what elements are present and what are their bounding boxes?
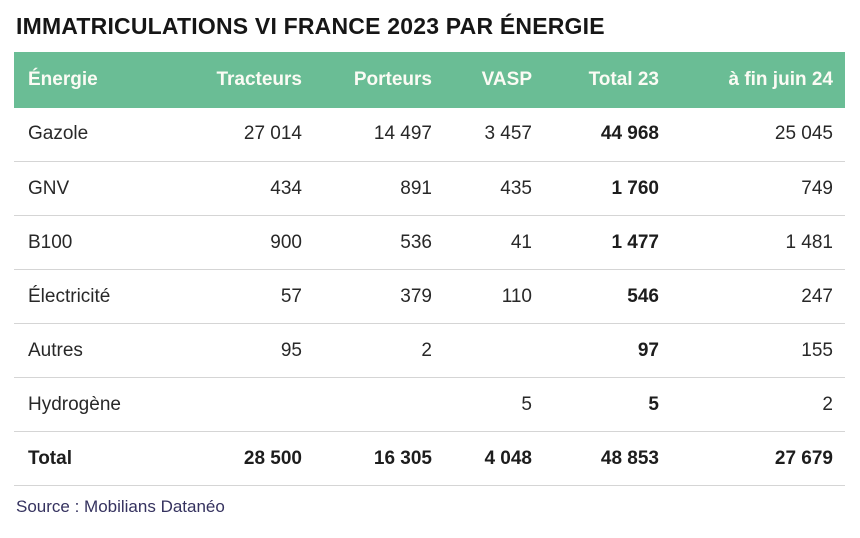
cell-tracteurs (184, 377, 314, 433)
table-total-row: Total 28 500 16 305 4 048 48 853 27 679 (14, 431, 845, 487)
column-header-tracteurs: Tracteurs (184, 51, 314, 108)
column-header-a-fin-juin-24: à fin juin 24 (671, 51, 845, 108)
cell-total-23: 97 (544, 323, 671, 379)
cell-porteurs-total: 16 305 (314, 431, 444, 487)
table-row: Électricité 57 379 110 546 247 (14, 269, 845, 325)
source-note: Source : Mobilians Datanéo (16, 497, 225, 517)
cell-vasp-total: 4 048 (444, 431, 544, 487)
cell-vasp: 3 457 (444, 107, 544, 163)
cell-porteurs: 2 (314, 323, 444, 379)
cell-total-23: 1 760 (544, 161, 671, 217)
row-label-b100: B100 (14, 215, 184, 271)
cell-tracteurs: 95 (184, 323, 314, 379)
cell-tracteurs: 57 (184, 269, 314, 325)
cell-porteurs (314, 377, 444, 433)
table-row: Hydrogène 5 5 2 (14, 377, 845, 433)
column-header-vasp: VASP (444, 51, 544, 108)
cell-vasp: 41 (444, 215, 544, 271)
cell-tracteurs-total: 28 500 (184, 431, 314, 487)
cell-tracteurs: 27 014 (184, 107, 314, 163)
cell-a-fin-juin-24: 25 045 (671, 107, 845, 163)
cell-a-fin-juin-24: 2 (671, 377, 845, 433)
cell-total-23: 44 968 (544, 107, 671, 163)
cell-porteurs: 379 (314, 269, 444, 325)
cell-tracteurs: 434 (184, 161, 314, 217)
row-label-gnv: GNV (14, 161, 184, 217)
immatriculations-table: Énergie Tracteurs Porteurs VASP Total 23… (14, 51, 845, 487)
row-label-electricite: Électricité (14, 269, 184, 325)
table-row: Gazole 27 014 14 497 3 457 44 968 25 045 (14, 107, 845, 163)
row-label-hydrogene: Hydrogène (14, 377, 184, 433)
cell-total-23: 5 (544, 377, 671, 433)
cell-vasp: 110 (444, 269, 544, 325)
cell-porteurs: 891 (314, 161, 444, 217)
cell-tracteurs: 900 (184, 215, 314, 271)
cell-porteurs: 14 497 (314, 107, 444, 163)
table-row: Autres 95 2 97 155 (14, 323, 845, 379)
cell-vasp: 435 (444, 161, 544, 217)
column-header-energie: Énergie (14, 51, 184, 108)
row-label-autres: Autres (14, 323, 184, 379)
cell-a-fin-juin-24: 1 481 (671, 215, 845, 271)
cell-a-fin-juin-24-total: 27 679 (671, 431, 845, 487)
cell-total-23: 1 477 (544, 215, 671, 271)
page-title: IMMATRICULATIONS VI FRANCE 2023 PAR ÉNER… (16, 13, 605, 39)
cell-total-23: 546 (544, 269, 671, 325)
table-row: B100 900 536 41 1 477 1 481 (14, 215, 845, 271)
column-header-total-23: Total 23 (544, 51, 671, 108)
cell-porteurs: 536 (314, 215, 444, 271)
cell-total-23-total: 48 853 (544, 431, 671, 487)
column-header-porteurs: Porteurs (314, 51, 444, 108)
cell-a-fin-juin-24: 247 (671, 269, 845, 325)
cell-vasp: 5 (444, 377, 544, 433)
row-label-total: Total (14, 431, 184, 487)
cell-a-fin-juin-24: 155 (671, 323, 845, 379)
table-header-row: Énergie Tracteurs Porteurs VASP Total 23… (14, 51, 845, 108)
table-row: GNV 434 891 435 1 760 749 (14, 161, 845, 217)
cell-a-fin-juin-24: 749 (671, 161, 845, 217)
row-label-gazole: Gazole (14, 107, 184, 163)
cell-vasp (444, 323, 544, 379)
